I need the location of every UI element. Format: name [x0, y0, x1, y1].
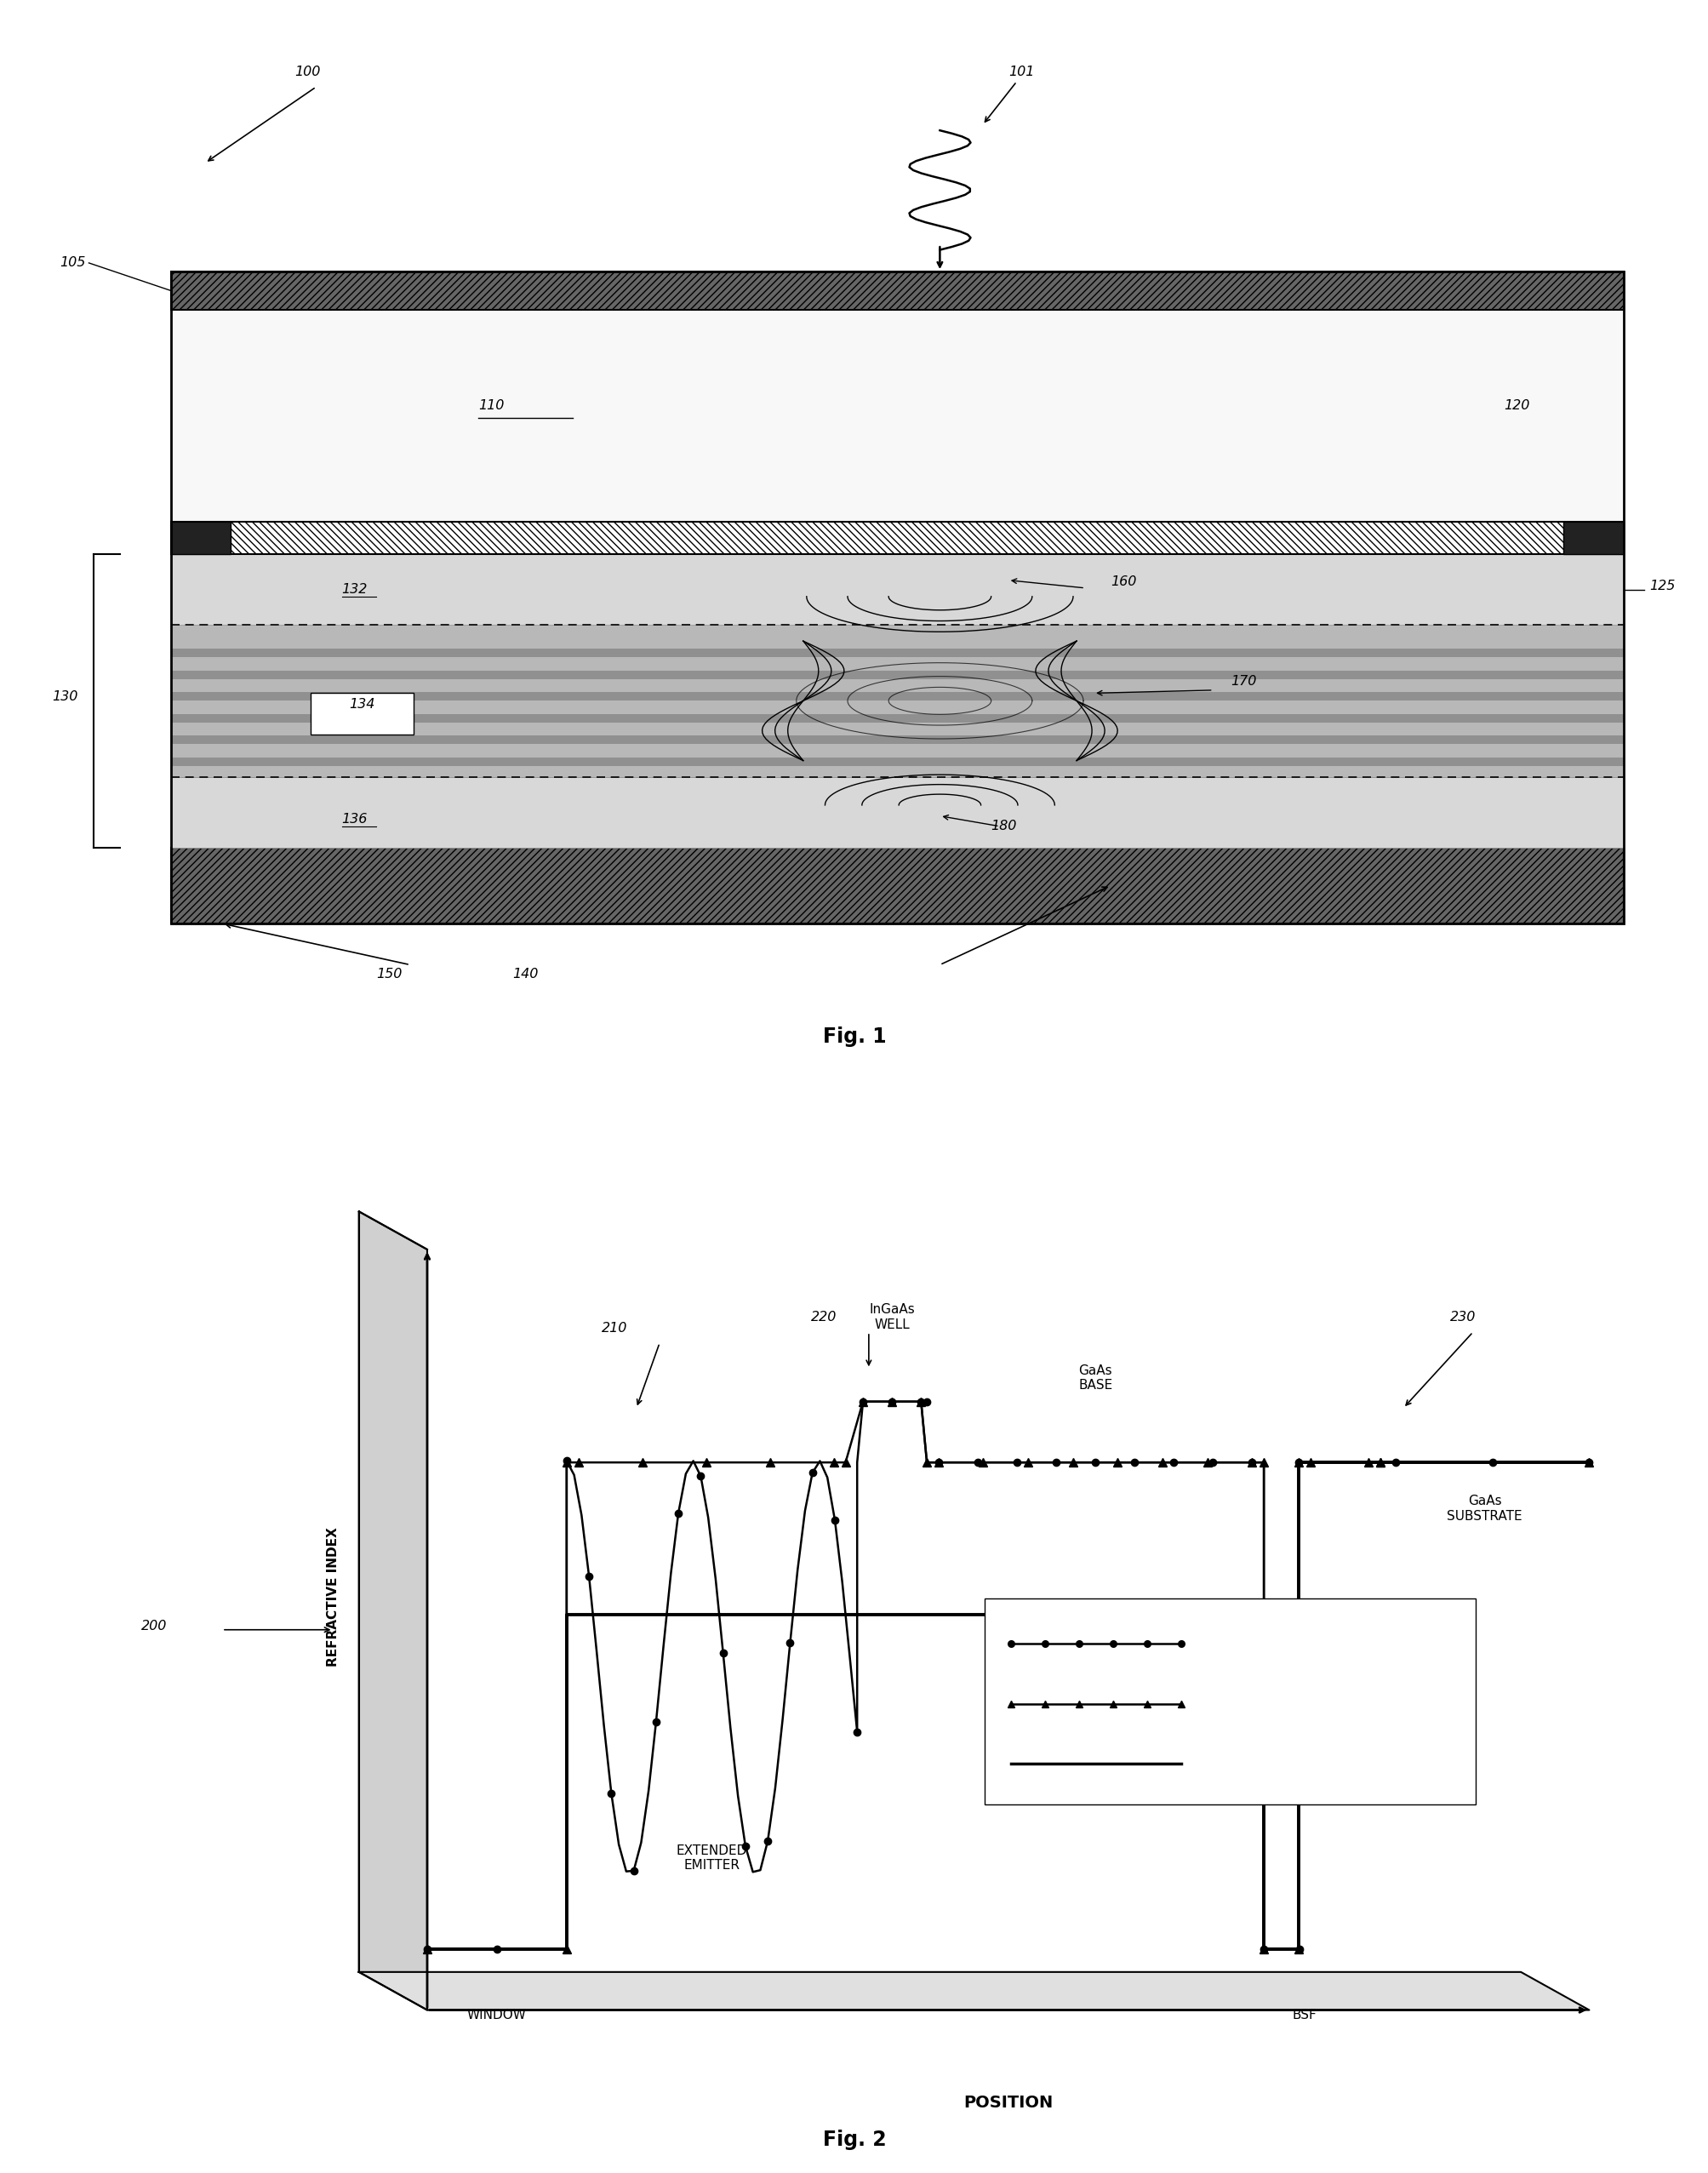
Bar	[1563, 522, 1623, 554]
Bar	[311, 693, 413, 734]
Text: EXTENDED
EMITTER: EXTENDED EMITTER	[676, 1845, 746, 1871]
Bar	[171, 522, 1623, 554]
Bar	[171, 626, 1623, 778]
Text: GaAs
BASE: GaAs BASE	[1078, 1365, 1112, 1391]
Bar	[171, 669, 1623, 678]
Text: 180: 180	[991, 819, 1016, 832]
Bar	[171, 734, 1623, 743]
Bar	[171, 758, 1623, 765]
Text: 105: 105	[60, 256, 85, 269]
Text: WINDOW: WINDOW	[466, 2008, 526, 2021]
Text: InGaP+AlGaAs, GaAs Base: InGaP+AlGaAs, GaAs Base	[1206, 1638, 1356, 1649]
Bar	[171, 272, 1623, 522]
Text: 160: 160	[1110, 576, 1136, 589]
Bar	[171, 713, 1623, 721]
Bar	[171, 648, 1623, 656]
Text: 220: 220	[810, 1310, 837, 1323]
Text: 132: 132	[342, 582, 367, 595]
Text: BSF: BSF	[1291, 2008, 1317, 2021]
Text: REFRACTIVE INDEX: REFRACTIVE INDEX	[326, 1528, 340, 1667]
Bar	[171, 522, 231, 554]
Text: 230: 230	[1448, 1310, 1476, 1323]
Text: 130: 130	[51, 691, 79, 704]
Text: GaAs
SUBSTRATE: GaAs SUBSTRATE	[1447, 1495, 1522, 1523]
Text: 200: 200	[140, 1619, 167, 1632]
Bar	[171, 554, 1623, 626]
Text: 136: 136	[342, 813, 367, 826]
Text: InGaAs
WELL: InGaAs WELL	[869, 1304, 914, 1330]
Bar	[984, 1599, 1476, 1804]
Text: AlGaAs Base: AlGaAs Base	[1206, 1758, 1278, 1769]
Bar	[171, 272, 1623, 309]
Text: 134: 134	[348, 698, 376, 711]
Text: 100: 100	[294, 65, 321, 78]
Text: 140: 140	[512, 967, 538, 980]
Text: POSITION: POSITION	[963, 2095, 1052, 2112]
Text: 150: 150	[376, 967, 401, 980]
Polygon shape	[359, 1973, 1588, 2010]
Text: AlGaAs
BASE: AlGaAs BASE	[1056, 1647, 1102, 1675]
Bar	[171, 847, 1623, 924]
Text: 120: 120	[1503, 400, 1529, 411]
Bar	[171, 272, 1623, 924]
Bar	[171, 778, 1623, 847]
Text: 110: 110	[478, 400, 504, 411]
Text: Fig. 1: Fig. 1	[822, 1028, 886, 1047]
Text: 134: 134	[342, 698, 367, 711]
Text: Fig. 2: Fig. 2	[822, 2130, 886, 2149]
Text: 101: 101	[1008, 65, 1033, 78]
Bar	[171, 691, 1623, 700]
Text: 170: 170	[1230, 676, 1255, 689]
Text: 210: 210	[601, 1321, 627, 1334]
Text: InGaAs Well, GaAs Base: InGaAs Well, GaAs Base	[1206, 1697, 1341, 1710]
Polygon shape	[359, 1213, 427, 2010]
Text: 125: 125	[1648, 580, 1674, 591]
